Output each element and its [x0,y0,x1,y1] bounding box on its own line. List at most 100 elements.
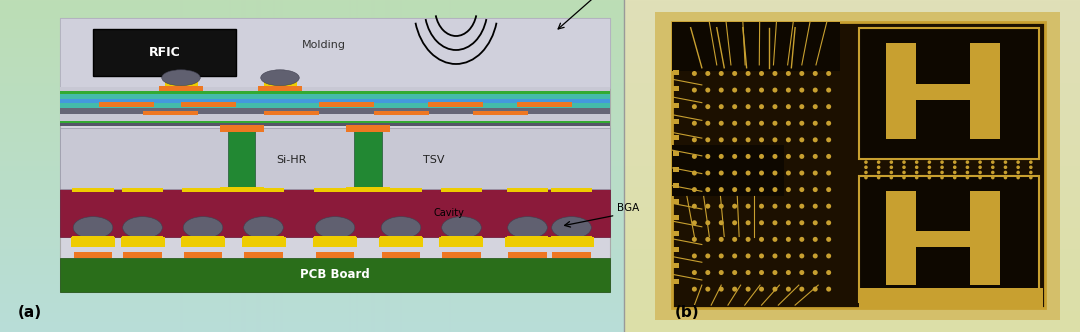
Bar [121,237,164,247]
Circle shape [813,253,818,258]
Circle shape [1003,160,1008,164]
Circle shape [732,171,738,176]
Text: TSV: TSV [423,155,445,165]
Circle shape [877,160,880,164]
Circle shape [759,187,764,192]
Circle shape [692,270,697,275]
Circle shape [745,71,751,76]
Circle shape [718,220,724,225]
Circle shape [705,187,711,192]
Circle shape [705,137,711,142]
Circle shape [692,220,697,225]
Circle shape [745,270,751,275]
Circle shape [799,171,805,176]
Circle shape [826,237,832,242]
Circle shape [786,220,791,225]
Bar [441,188,483,192]
Ellipse shape [184,217,222,239]
Bar [60,91,610,94]
Bar [859,28,1039,159]
Circle shape [745,137,751,142]
Ellipse shape [315,217,355,239]
Circle shape [826,71,832,76]
Circle shape [799,154,805,159]
Bar [183,236,224,241]
Bar [473,111,527,115]
Circle shape [772,270,778,275]
Circle shape [928,176,931,179]
Circle shape [941,171,944,174]
Text: Molding: Molding [302,41,346,50]
Circle shape [759,270,764,275]
Circle shape [772,237,778,242]
Bar [219,125,264,132]
Bar [313,237,357,247]
Circle shape [745,121,751,126]
Circle shape [813,220,818,225]
Circle shape [692,154,697,159]
Text: (a): (a) [18,305,42,320]
Bar [516,102,571,107]
Bar [60,189,610,237]
Ellipse shape [442,217,482,239]
Circle shape [826,88,832,93]
Circle shape [786,270,791,275]
Circle shape [813,154,818,159]
Circle shape [692,287,697,291]
Circle shape [786,88,791,93]
Bar [314,236,356,241]
Circle shape [692,204,697,209]
Circle shape [915,176,918,179]
Ellipse shape [260,70,299,86]
Circle shape [826,204,832,209]
Bar [673,214,679,220]
Bar [93,29,237,76]
Bar [143,111,198,115]
Circle shape [991,171,995,174]
Bar [550,237,594,247]
Circle shape [877,171,880,174]
Circle shape [1003,176,1008,179]
Circle shape [718,237,724,242]
Bar [183,188,224,192]
Bar [673,119,679,124]
Circle shape [718,204,724,209]
Bar [673,263,679,268]
Circle shape [890,171,893,174]
Circle shape [953,160,957,164]
Circle shape [732,237,738,242]
Circle shape [759,104,764,109]
Circle shape [799,71,805,76]
Circle shape [991,160,995,164]
Circle shape [718,154,724,159]
Bar [673,279,679,284]
Bar [73,252,112,258]
Bar [552,252,591,258]
Bar [184,252,222,258]
Bar [673,247,679,252]
Circle shape [692,137,697,142]
Bar [60,103,610,109]
Circle shape [759,237,764,242]
Circle shape [864,160,867,164]
Bar [164,80,198,88]
Bar [673,183,679,188]
Circle shape [732,204,738,209]
Circle shape [772,71,778,76]
Circle shape [786,204,791,209]
Circle shape [745,187,751,192]
Circle shape [692,171,697,176]
Circle shape [759,171,764,176]
Circle shape [772,137,778,142]
Circle shape [759,287,764,291]
Circle shape [991,176,995,179]
Circle shape [978,165,982,169]
Circle shape [799,137,805,142]
Circle shape [826,253,832,258]
Bar [264,80,297,88]
Circle shape [799,237,805,242]
Bar [346,187,390,192]
Circle shape [705,154,711,159]
Circle shape [799,121,805,126]
Circle shape [692,121,697,126]
